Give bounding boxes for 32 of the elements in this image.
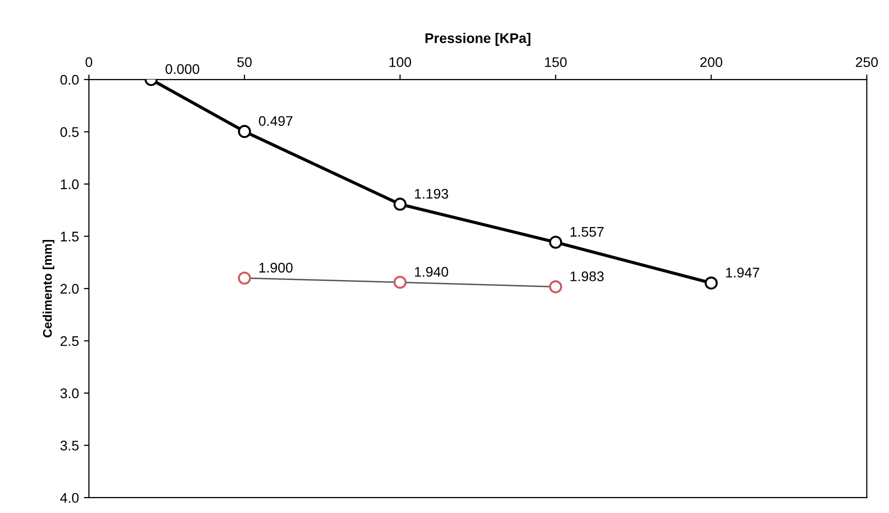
data-label: 1.940	[415, 266, 448, 277]
point	[238, 272, 252, 285]
point	[394, 276, 407, 289]
y-tick-label: 3.5	[60, 440, 79, 451]
x-tick-label: 50	[237, 57, 252, 68]
data-label: 1.947	[726, 268, 760, 278]
x-tick-label: 150	[545, 57, 567, 68]
data-label: 1.557	[570, 227, 604, 237]
data-label: 0.497	[258, 116, 292, 126]
data-label: 1.900	[259, 262, 293, 273]
data-label: 0.000	[166, 64, 200, 74]
x-tick-label: 200	[700, 57, 722, 68]
y-tick-label: 4.0	[60, 492, 79, 503]
x-axis-title: Pressione [KPa]	[426, 32, 530, 46]
point	[704, 276, 718, 290]
y-tick-label: 0.0	[60, 74, 79, 85]
point	[394, 198, 407, 211]
point	[549, 280, 562, 294]
y-tick-label: 1.5	[60, 232, 79, 242]
data-label: 1.983	[570, 271, 604, 282]
point	[549, 236, 562, 249]
y-tick-label: 0.5	[60, 127, 79, 137]
y-tick-label: 1.0	[60, 179, 79, 190]
x-tick-label: 0	[86, 57, 92, 68]
y-tick-label: 2.5	[60, 336, 79, 346]
y-tick-label: 3.0	[60, 388, 79, 398]
x-tick-label: 250	[856, 57, 878, 68]
x-tick-label: 100	[390, 57, 412, 68]
y-axis-title: Cedimento [mm]	[42, 240, 54, 338]
point	[238, 124, 252, 138]
data-label: 1.193	[415, 188, 448, 199]
y-tick-label: 2.0	[60, 284, 79, 294]
